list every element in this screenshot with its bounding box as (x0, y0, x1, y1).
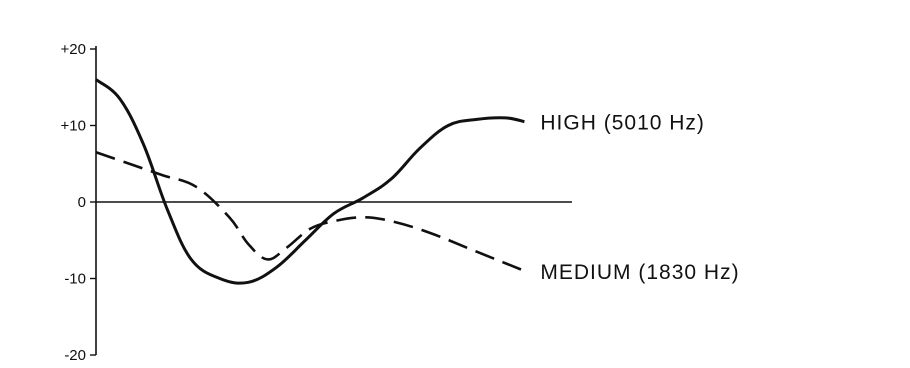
y-tick-label: +10 (61, 118, 86, 135)
series-line-high (95, 78, 525, 285)
y-tick-label: -10 (64, 271, 86, 288)
chart-series (95, 78, 525, 285)
series-line-medium (95, 151, 525, 273)
y-tick-label: +20 (61, 41, 86, 58)
series-label-high: HIGH (5010 Hz) (540, 112, 705, 135)
y-tick-label: -20 (64, 347, 86, 364)
y-tick-label: 0 (78, 194, 86, 211)
series-labels: HIGH (5010 Hz) MEDIUM (1830 Hz) (540, 112, 739, 284)
y-ticks: +20 +10 0 -10 -20 (61, 41, 96, 364)
series-label-medium: MEDIUM (1830 Hz) (540, 261, 739, 284)
chart-axes (95, 46, 572, 355)
